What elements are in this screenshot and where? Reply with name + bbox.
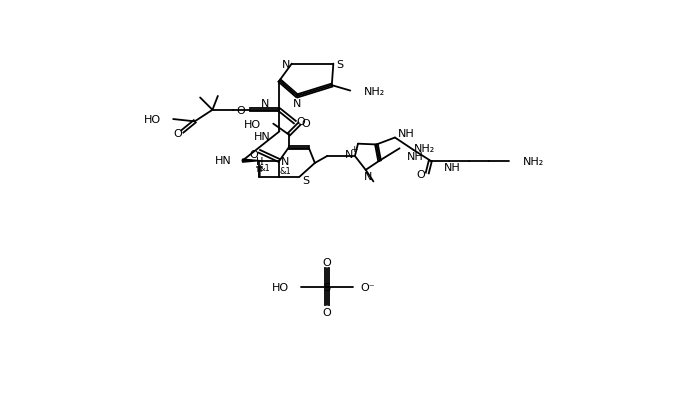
Text: HN: HN xyxy=(215,155,232,166)
Text: HO: HO xyxy=(144,115,161,125)
Text: NH: NH xyxy=(444,162,461,172)
Text: N: N xyxy=(261,99,269,109)
Text: +: + xyxy=(350,144,357,153)
Text: HO: HO xyxy=(244,119,261,129)
Polygon shape xyxy=(242,160,260,163)
Text: NH: NH xyxy=(407,152,423,162)
Text: N: N xyxy=(344,150,353,160)
Text: S: S xyxy=(336,59,343,70)
Text: HN: HN xyxy=(253,132,270,142)
Text: O: O xyxy=(323,307,332,317)
Text: O: O xyxy=(301,119,310,128)
Text: S: S xyxy=(323,282,331,292)
Text: N: N xyxy=(364,172,372,182)
Text: O: O xyxy=(249,149,257,159)
Text: NH: NH xyxy=(398,128,415,139)
Text: O: O xyxy=(323,258,332,267)
Text: NH₂: NH₂ xyxy=(523,156,544,166)
Text: O: O xyxy=(237,106,245,115)
Text: N: N xyxy=(293,99,301,109)
Text: H: H xyxy=(255,157,263,167)
Text: NH₂: NH₂ xyxy=(414,144,434,154)
Text: &1: &1 xyxy=(258,164,270,173)
Text: O: O xyxy=(174,128,183,139)
Text: &1: &1 xyxy=(280,167,291,176)
Text: NH₂: NH₂ xyxy=(364,86,385,96)
Text: N: N xyxy=(282,59,290,70)
Text: HO: HO xyxy=(271,282,289,292)
Text: O: O xyxy=(296,117,305,127)
Text: N: N xyxy=(280,156,289,166)
Text: S: S xyxy=(302,175,310,185)
Text: O: O xyxy=(417,170,425,180)
Text: O⁻: O⁻ xyxy=(360,282,375,292)
